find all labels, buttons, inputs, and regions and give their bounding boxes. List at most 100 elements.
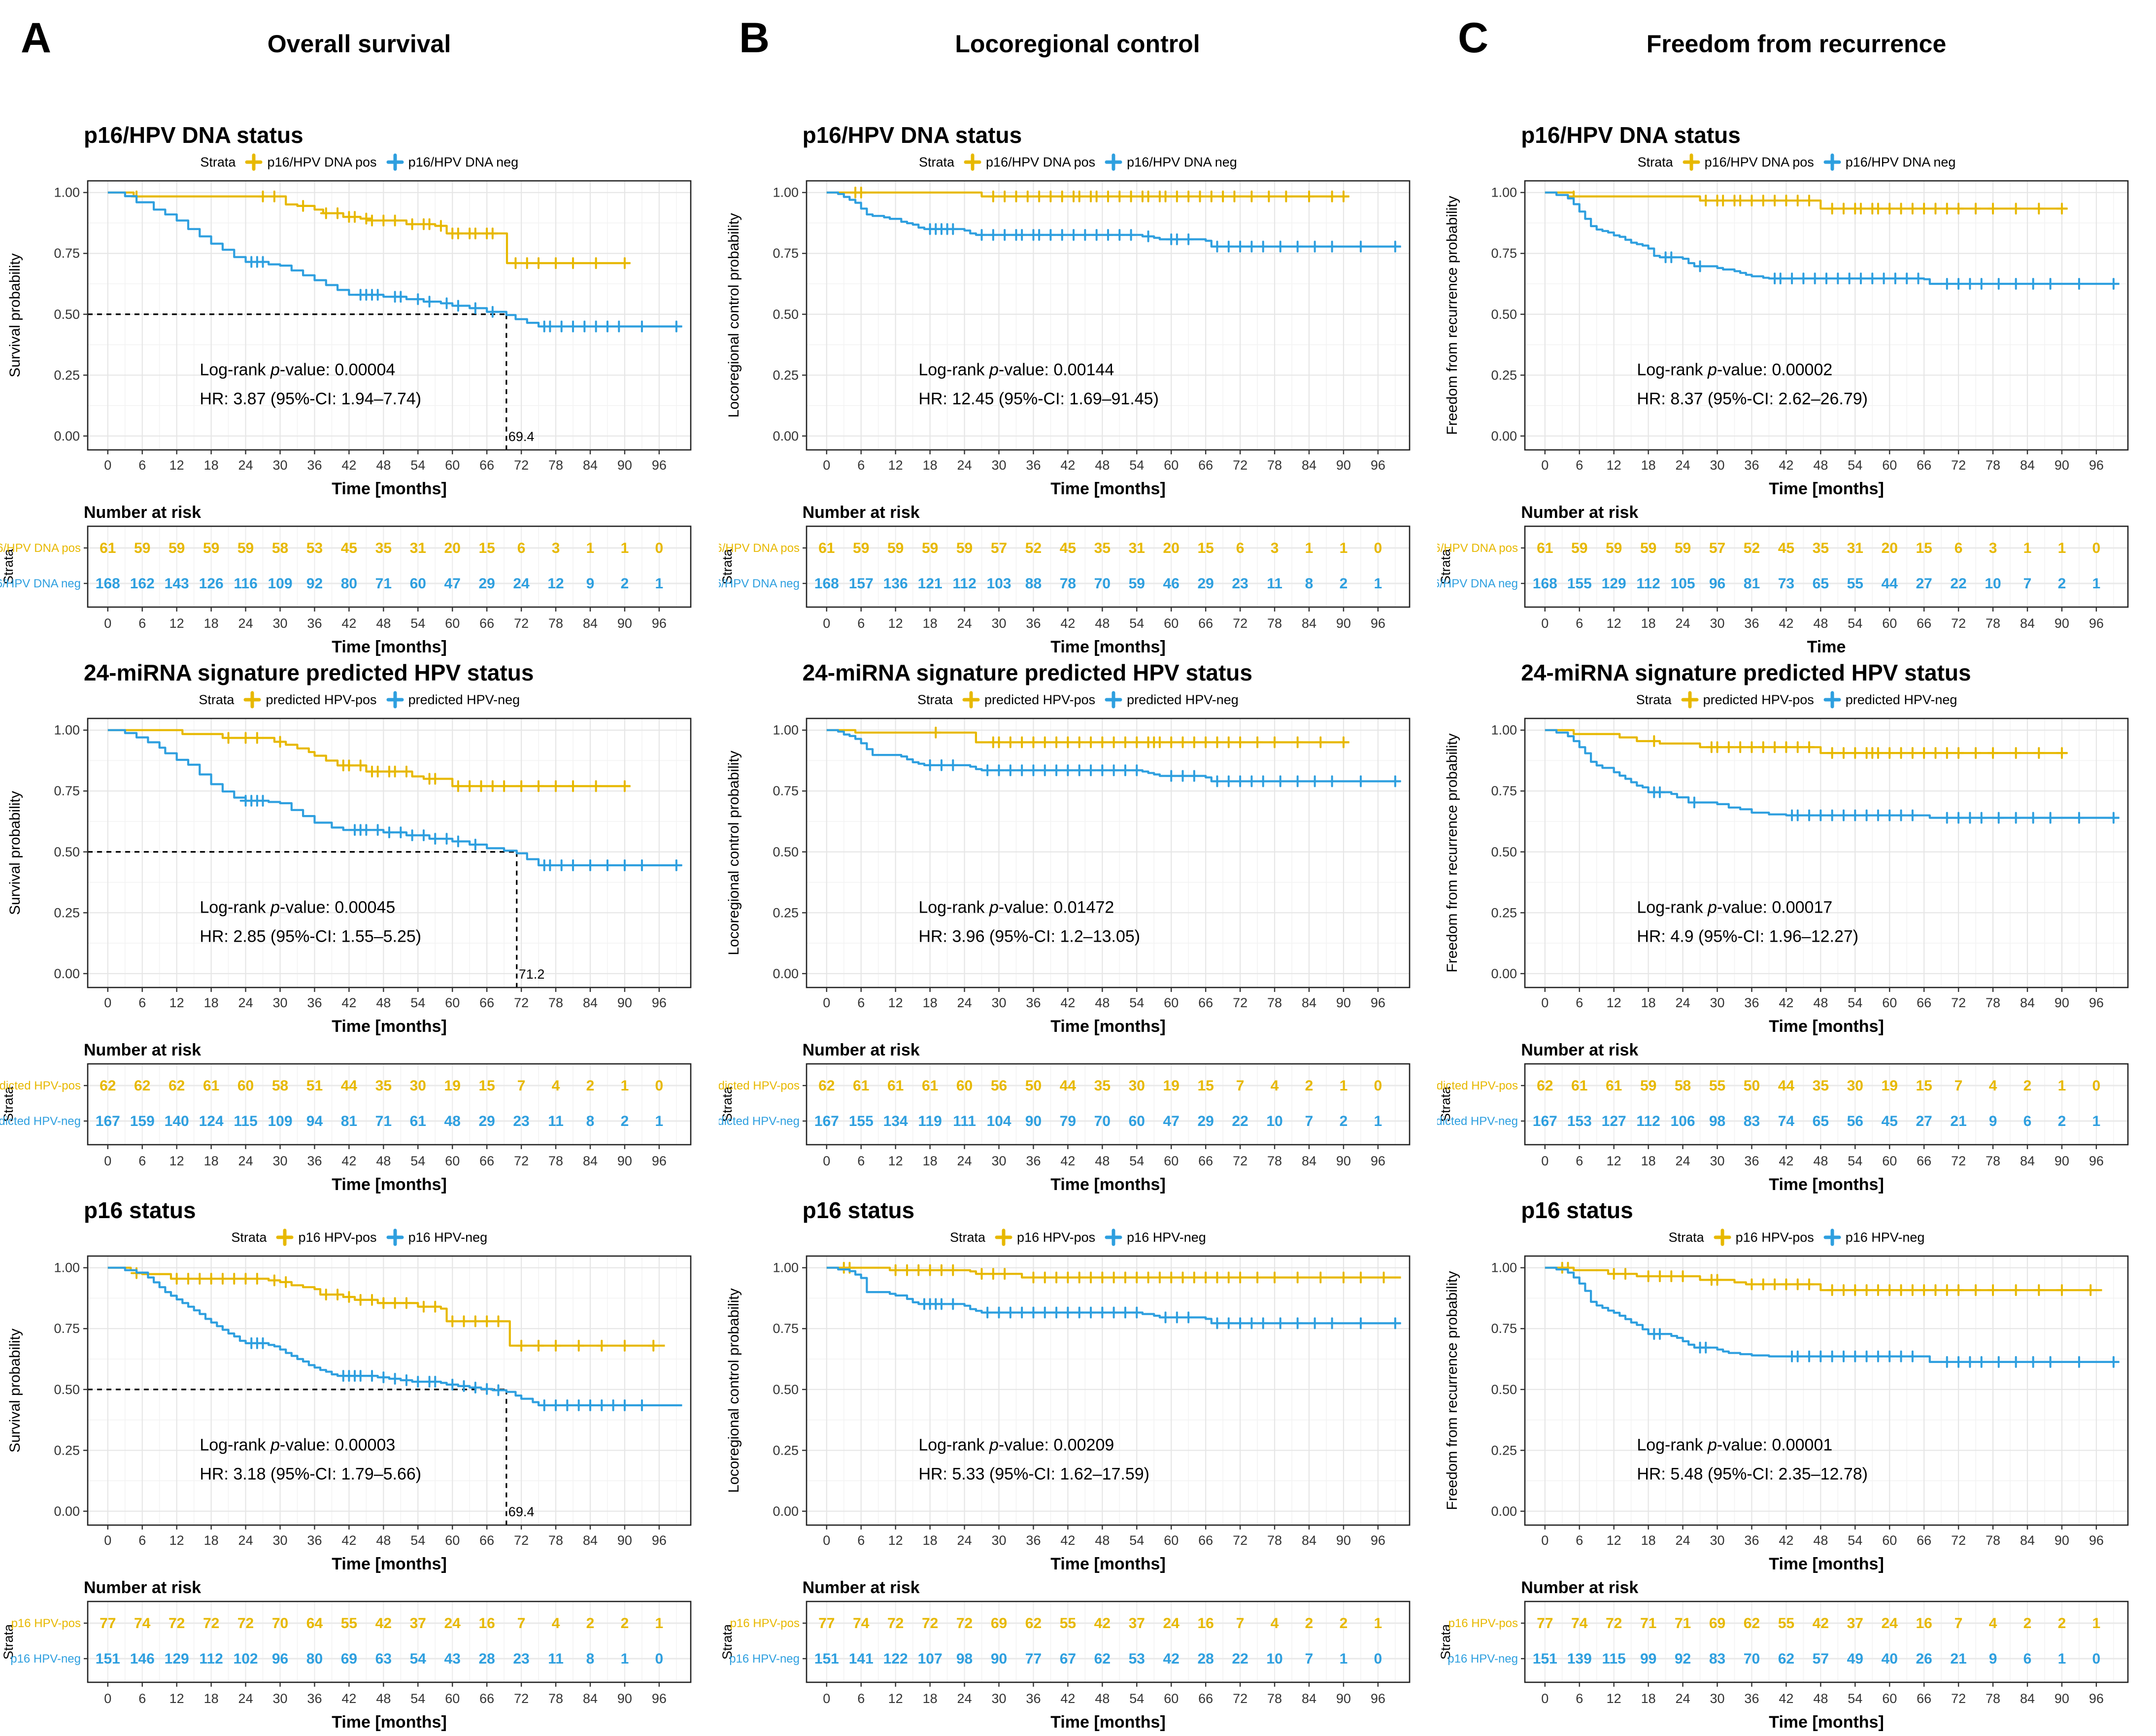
- svg-text:0: 0: [1541, 458, 1549, 473]
- risk-row-label-pos: predicted HPV-pos: [719, 1079, 800, 1092]
- svg-text:48: 48: [1095, 458, 1110, 473]
- risk-border: [1524, 525, 2129, 608]
- strata-legend: Strata p16 HPV-pos p16 HPV-neg: [0, 1225, 719, 1249]
- km-curve-neg: [107, 729, 682, 867]
- svg-text:48: 48: [1095, 1154, 1110, 1168]
- km-panel-A2: 24-miRNA signature predicted HPV status S…: [0, 653, 719, 1194]
- svg-text:36: 36: [1745, 1154, 1759, 1168]
- svg-text:72: 72: [1951, 458, 1966, 473]
- panel-letter-B: B: [739, 14, 770, 62]
- svg-text:59: 59: [1640, 1078, 1656, 1094]
- svg-text:35: 35: [375, 540, 392, 556]
- svg-text:66: 66: [1198, 1691, 1213, 1706]
- svg-text:49: 49: [1847, 1651, 1863, 1667]
- svg-text:2: 2: [621, 1113, 629, 1129]
- svg-text:12: 12: [547, 576, 564, 592]
- risk-row-label-pos: p16 HPV-pos: [730, 1617, 799, 1630]
- svg-text:48: 48: [1814, 616, 1828, 631]
- svg-text:83: 83: [1709, 1651, 1725, 1667]
- svg-text:12: 12: [888, 995, 903, 1010]
- svg-text:18: 18: [922, 995, 937, 1010]
- strata-legend: Strata predicted HPV-pos predicted HPV-neg: [719, 688, 1438, 712]
- svg-text:0.25: 0.25: [54, 1443, 80, 1458]
- logrank-annotation: Log-rank p-value: 0.00144: [918, 360, 1114, 379]
- risk-x-tick-labels: 0 6 12 18 24 30 36 42 48 54 60 66 72 78 84 90 96: [823, 1691, 1385, 1706]
- strata-label: Strata: [950, 1229, 986, 1245]
- risk-grid: [1525, 526, 2128, 607]
- y-tick-labels: 0.00 0.25 0.50 0.75 1.00: [54, 185, 80, 443]
- svg-text:18: 18: [922, 458, 937, 473]
- svg-text:78: 78: [548, 1691, 563, 1706]
- km-panel-A1: p16/HPV DNA status Strata p16/HPV DNA pos p…: [0, 116, 719, 656]
- hr-annotation: HR: 12.45 (95%-CI: 1.69–91.45): [918, 390, 1159, 408]
- svg-text:1.00: 1.00: [54, 1260, 80, 1275]
- legend-label-text: p16 HPV-neg: [1845, 1229, 1925, 1245]
- svg-text:54: 54: [1848, 1533, 1862, 1548]
- svg-text:78: 78: [548, 1154, 563, 1168]
- svg-text:35: 35: [1094, 540, 1110, 556]
- legend-label-text: predicted HPV-pos: [1703, 692, 1814, 707]
- svg-text:52: 52: [1025, 540, 1041, 556]
- svg-text:24: 24: [1163, 1615, 1179, 1632]
- svg-text:15: 15: [1916, 1078, 1932, 1094]
- svg-text:24: 24: [1676, 1154, 1690, 1168]
- svg-text:70: 70: [1094, 1113, 1110, 1129]
- svg-text:18: 18: [1641, 1691, 1656, 1706]
- svg-text:12: 12: [169, 616, 184, 631]
- svg-text:55: 55: [1847, 576, 1863, 592]
- svg-text:6: 6: [857, 1533, 865, 1548]
- svg-text:24: 24: [1676, 995, 1690, 1010]
- svg-text:36: 36: [1745, 616, 1759, 631]
- svg-text:18: 18: [204, 995, 219, 1010]
- svg-text:84: 84: [1302, 616, 1316, 631]
- svg-text:48: 48: [1095, 1691, 1110, 1706]
- svg-text:60: 60: [1164, 458, 1179, 473]
- svg-text:96: 96: [652, 458, 667, 473]
- svg-text:60: 60: [956, 1078, 972, 1094]
- km-curve-pos: [826, 1266, 1401, 1279]
- legend-item-neg: predicted HPV-neg: [386, 690, 520, 709]
- risk-row-values-neg: 168 155 129 112 105 96 81 73 65 55 44 27 22 10 7 2 1: [1533, 576, 2100, 592]
- svg-text:90: 90: [617, 1533, 632, 1548]
- svg-text:72: 72: [1951, 1533, 1966, 1548]
- svg-text:112: 112: [1637, 576, 1660, 592]
- censor-marks-neg: [239, 795, 682, 871]
- legend-item-neg: p16/HPV DNA neg: [1823, 153, 1955, 171]
- svg-text:23: 23: [1232, 576, 1248, 592]
- svg-text:0: 0: [104, 1533, 111, 1548]
- censor-marks-neg: [245, 1337, 648, 1411]
- column-header-A: A Overall survival: [0, 0, 718, 113]
- risk-grid: [1525, 1601, 2128, 1682]
- svg-text:62: 62: [1778, 1651, 1794, 1667]
- svg-text:141: 141: [848, 1651, 873, 1667]
- censor-plus-icon: [962, 691, 980, 709]
- hr-annotation: HR: 3.18 (95%-CI: 1.79–5.66): [200, 1465, 421, 1484]
- svg-text:0: 0: [823, 458, 830, 473]
- legend-item-neg: p16 HPV-neg: [1104, 1228, 1206, 1247]
- risk-row-values-neg: 151 139 115 99 92 83 70 62 57 49 40 26 21 9 6 1 0: [1533, 1651, 2100, 1667]
- number-at-risk-label: Number at risk: [1521, 1041, 1639, 1059]
- column-title-overall-survival: Overall survival: [267, 30, 451, 58]
- svg-text:60: 60: [237, 1078, 254, 1094]
- svg-text:103: 103: [986, 576, 1011, 592]
- svg-text:80: 80: [341, 576, 357, 592]
- plot-background: [88, 1256, 691, 1525]
- svg-text:146: 146: [130, 1651, 155, 1667]
- risk-row-label-neg: p16 HPV-neg: [10, 1652, 81, 1666]
- x-tick-labels: 0 6 12 18 24 30 36 42 48 54 60 66 72 78 84 90 96: [823, 458, 1385, 473]
- strata-label: Strata: [1637, 154, 1673, 170]
- svg-text:24: 24: [444, 1615, 461, 1632]
- y-tick-labels: 0.00 0.25 0.50 0.75 1.00: [773, 723, 799, 981]
- svg-text:58: 58: [272, 1078, 288, 1094]
- strata-legend: Strata predicted HPV-pos predicted HPV-neg: [0, 688, 719, 712]
- risk-axis-ticks: [826, 607, 1379, 612]
- svg-text:90: 90: [1025, 1113, 1041, 1129]
- svg-text:37: 37: [410, 1615, 426, 1632]
- svg-text:48: 48: [1095, 1533, 1110, 1548]
- number-at-risk-label: Number at risk: [84, 1578, 202, 1597]
- y-axis-label: Freedom from recurrence probability: [1444, 196, 1460, 435]
- svg-text:62: 62: [1094, 1651, 1110, 1667]
- censor-plus-icon: [964, 153, 981, 171]
- svg-text:55: 55: [1059, 1615, 1076, 1632]
- legend-label-text: p16/HPV DNA pos: [267, 154, 377, 170]
